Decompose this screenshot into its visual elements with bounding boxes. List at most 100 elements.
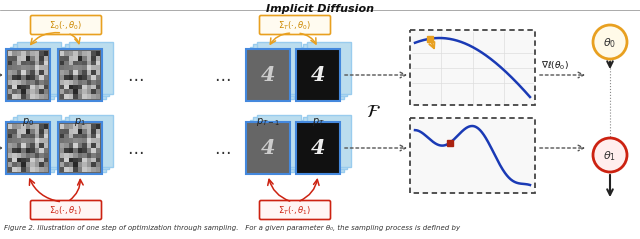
Bar bbox=[65, 162, 69, 167]
Bar bbox=[95, 80, 100, 85]
Bar bbox=[12, 167, 17, 172]
Text: 4: 4 bbox=[260, 138, 275, 158]
Bar bbox=[74, 51, 78, 56]
Text: $\cdots$: $\cdots$ bbox=[214, 69, 230, 87]
Bar bbox=[26, 138, 30, 143]
Bar bbox=[21, 124, 26, 129]
Bar bbox=[35, 143, 39, 148]
Bar bbox=[82, 89, 86, 94]
Bar bbox=[17, 162, 21, 167]
Bar bbox=[78, 167, 82, 172]
Bar bbox=[8, 70, 12, 75]
Bar bbox=[86, 89, 91, 94]
Bar bbox=[13, 44, 57, 96]
Bar bbox=[44, 51, 48, 56]
Bar bbox=[95, 56, 100, 61]
Bar bbox=[39, 158, 44, 162]
Bar bbox=[8, 153, 12, 158]
Bar bbox=[30, 158, 35, 162]
Bar bbox=[30, 134, 35, 138]
Bar bbox=[69, 65, 74, 70]
Bar bbox=[74, 89, 78, 94]
Bar bbox=[17, 148, 21, 153]
Bar bbox=[12, 75, 17, 80]
Bar bbox=[82, 167, 86, 172]
Bar bbox=[8, 80, 12, 85]
Bar bbox=[12, 124, 17, 129]
Bar bbox=[69, 138, 74, 143]
Bar bbox=[17, 143, 21, 148]
Bar bbox=[86, 75, 91, 80]
Bar bbox=[86, 94, 91, 99]
Bar bbox=[95, 94, 100, 99]
Bar bbox=[74, 80, 78, 85]
Bar bbox=[65, 51, 69, 56]
Bar bbox=[12, 153, 17, 158]
Bar bbox=[39, 138, 44, 143]
Bar bbox=[78, 138, 82, 143]
Bar bbox=[86, 153, 91, 158]
Bar bbox=[17, 51, 21, 56]
Bar bbox=[21, 51, 26, 56]
Bar bbox=[26, 56, 30, 61]
Bar bbox=[8, 134, 12, 138]
Bar bbox=[26, 80, 30, 85]
Bar bbox=[78, 75, 82, 80]
Bar bbox=[78, 51, 82, 56]
Bar bbox=[8, 129, 12, 134]
Bar bbox=[8, 143, 12, 148]
Bar bbox=[39, 148, 44, 153]
Bar bbox=[21, 85, 26, 89]
Text: $\cdots$: $\cdots$ bbox=[127, 142, 143, 160]
Bar bbox=[30, 65, 35, 70]
Bar bbox=[21, 56, 26, 61]
Bar bbox=[35, 80, 39, 85]
Bar bbox=[78, 143, 82, 148]
Bar bbox=[65, 129, 69, 134]
Text: $p_{T-1}$: $p_{T-1}$ bbox=[256, 116, 280, 128]
Text: Figure 2. Illustration of one step of optimization through sampling.   For a giv: Figure 2. Illustration of one step of op… bbox=[4, 225, 460, 231]
Bar bbox=[91, 153, 95, 158]
Bar bbox=[44, 134, 48, 138]
Bar bbox=[35, 153, 39, 158]
Bar bbox=[60, 56, 65, 61]
Bar bbox=[44, 75, 48, 80]
Bar bbox=[86, 129, 91, 134]
Bar bbox=[17, 65, 21, 70]
Bar bbox=[39, 89, 44, 94]
Bar bbox=[35, 129, 39, 134]
Bar bbox=[74, 129, 78, 134]
Bar bbox=[78, 89, 82, 94]
Bar bbox=[44, 162, 48, 167]
Bar bbox=[12, 80, 17, 85]
Bar bbox=[95, 89, 100, 94]
Bar bbox=[35, 89, 39, 94]
Text: $\cdots$: $\cdots$ bbox=[214, 142, 230, 160]
Bar bbox=[17, 94, 21, 99]
Bar bbox=[60, 153, 65, 158]
Bar bbox=[39, 94, 44, 99]
Bar bbox=[8, 56, 12, 61]
Bar bbox=[60, 143, 65, 148]
Bar bbox=[39, 129, 44, 134]
Bar bbox=[21, 138, 26, 143]
Bar bbox=[12, 85, 17, 89]
Bar bbox=[30, 56, 35, 61]
Bar bbox=[78, 80, 82, 85]
Bar bbox=[60, 162, 65, 167]
Bar bbox=[65, 44, 109, 96]
Bar bbox=[65, 75, 69, 80]
Bar bbox=[78, 153, 82, 158]
Bar bbox=[39, 143, 44, 148]
Bar bbox=[307, 114, 351, 167]
Bar bbox=[26, 143, 30, 148]
Bar bbox=[44, 94, 48, 99]
Bar bbox=[60, 148, 65, 153]
Bar bbox=[95, 138, 100, 143]
Bar bbox=[95, 51, 100, 56]
Bar bbox=[78, 85, 82, 89]
Text: $\Sigma_T(\cdot,\theta_0)$: $\Sigma_T(\cdot,\theta_0)$ bbox=[278, 19, 312, 32]
Bar bbox=[86, 124, 91, 129]
Bar bbox=[82, 80, 86, 85]
Bar bbox=[86, 85, 91, 89]
